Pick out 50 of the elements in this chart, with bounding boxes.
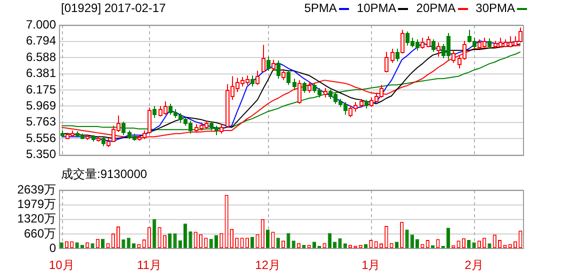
legend-label: 20PMA (416, 1, 456, 15)
candlestick (420, 37, 424, 50)
y-tick-label: 5.350 (26, 147, 56, 162)
candlestick (400, 29, 404, 54)
candlestick (298, 80, 302, 104)
y-tick-label: 0 (49, 240, 56, 255)
candlestick (302, 81, 306, 94)
y-tick-label: 6.175 (26, 82, 56, 96)
candlestick (152, 106, 156, 118)
candlestick (266, 56, 270, 72)
candlestick (250, 74, 254, 87)
legend-label: 10PMA (356, 1, 396, 15)
y-tick-label: 6.381 (26, 66, 56, 80)
y-tick-label: 2639万 (17, 182, 56, 197)
candlestick (256, 70, 260, 86)
x-tick-label: 2月 (464, 258, 484, 272)
candlestick (396, 48, 400, 62)
chart-title: [01929] 2017-02-17 (61, 1, 166, 15)
y-tick-label: 1979万 (17, 197, 56, 212)
candlestick (390, 48, 394, 64)
y-tick-label: 6.588 (26, 50, 56, 64)
candlestick (308, 81, 312, 94)
y-tick-label: 5.763 (26, 114, 56, 129)
y-tick-label: 660万 (24, 226, 56, 240)
candlestick (384, 51, 388, 73)
y-tick-label: 5.969 (26, 98, 56, 112)
candlestick (286, 70, 290, 86)
legend-label: 30PMA (476, 1, 515, 15)
candlestick (282, 68, 286, 81)
y-tick-label: 6.794 (26, 34, 56, 48)
candlestick (272, 59, 276, 70)
x-tick-label: 10月 (48, 258, 74, 272)
candlestick (324, 88, 328, 98)
x-tick-label: 11月 (136, 258, 162, 272)
candlestick (262, 44, 266, 73)
x-tick-label: 1月 (362, 258, 380, 272)
candlestick (488, 38, 492, 50)
candlestick (292, 78, 296, 90)
candlestick (436, 42, 440, 58)
x-tick-label: 12月 (255, 258, 280, 272)
y-tick-label: 5.556 (26, 130, 56, 145)
candlestick (276, 60, 280, 80)
candlestick (220, 124, 224, 134)
chart-title: 成交量:9130000 (61, 166, 148, 183)
y-tick-label: 1320万 (17, 212, 56, 226)
candlestick (452, 50, 456, 64)
candlestick (148, 107, 152, 134)
candlestick (432, 38, 436, 52)
legend-label: 5PMA (304, 1, 337, 15)
y-tick-label: 7.000 (26, 18, 56, 32)
